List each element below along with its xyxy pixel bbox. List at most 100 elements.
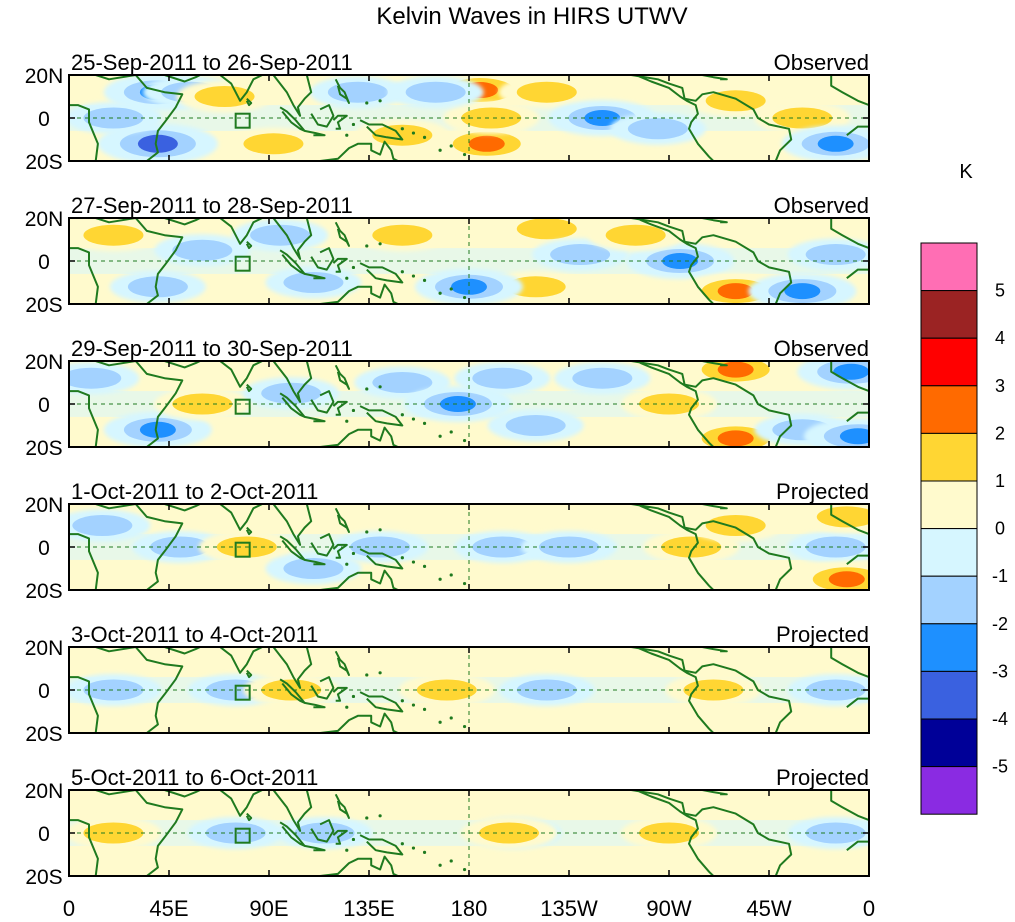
anomaly-contour [461,107,522,129]
anomaly-contour [83,679,144,701]
colorbar-level-label: -2 [992,614,1008,634]
anomaly-core [717,283,754,300]
colorbar-unit: K [959,161,973,183]
panel-1: 20N 0 20S 25-Sep-2011 to 26-Sep-2011 Observe… [25,50,870,174]
anomaly-contour [250,224,311,246]
anomaly-contour [516,679,577,701]
panel-date-range: 27-Sep-2011 to 28-Sep-2011 [71,193,353,218]
coastlines [69,790,869,876]
panel-label: Projected [776,765,869,790]
lat-tick-label: 20S [25,723,62,746]
lat-tick-label: 0 [38,823,50,846]
anomaly-contour [550,244,611,266]
anomaly-contour [83,224,144,246]
panel-label: Projected [776,622,869,647]
anomaly-contour [505,276,566,298]
anomaly-contour [172,239,233,261]
anomaly-contour [327,81,388,103]
anomaly-core [717,430,754,447]
lon-tick-label: 0 [863,896,875,921]
panel-date-range: 3-Oct-2011 to 4-Oct-2011 [71,622,318,647]
lat-tick-label: 0 [38,537,50,560]
anomaly-contour [705,515,766,536]
colorbar-level-label: 1 [995,471,1005,491]
anomaly-core [828,571,865,588]
lat-tick-label: 20S [25,294,62,317]
anomaly-contour [705,90,766,112]
colorbar-level-label: 2 [995,423,1005,443]
region-box [234,541,251,558]
lat-tick-label: 20N [25,637,64,660]
anomaly-contour [516,218,577,240]
panel-4: 20N 0 20S 1-Oct-2011 to 2-Oct-2011 Projected [25,479,870,603]
lat-tick-label: 0 [38,251,50,274]
anomaly-contour [372,124,433,146]
lat-tick-label: 0 [38,680,50,703]
anomaly-contour [805,679,866,701]
coastlines [69,361,869,447]
anomaly-contour [605,224,666,246]
anomaly-contour [261,382,322,404]
anomaly-contour [283,558,344,579]
anomaly-contour [805,536,866,558]
panel-label: Projected [776,479,869,504]
lat-tick-label: 20S [25,580,62,603]
anomaly-core [817,135,854,152]
region-box [234,684,251,701]
lat-tick-label: 20N [25,494,64,517]
anomaly-core [833,363,869,380]
anomaly-contour [472,367,533,389]
colorbar-swatch [920,432,978,482]
lat-tick-label: 0 [38,394,50,417]
panels: 20N 0 20S 25-Sep-2011 to 26-Sep-2011 Observe… [25,50,870,889]
coastlines [69,218,869,304]
anomaly-contour [572,367,633,389]
lon-tick-label: 45W [746,896,791,921]
lat-tick-label: 20N [25,780,64,803]
colorbar-swatch [920,242,978,292]
colorbar-level-label: 3 [995,376,1005,396]
panel-label: Observed [774,193,869,218]
lon-tick-label: 45E [149,896,188,921]
region-box [234,398,251,415]
anomaly-contour [805,244,866,266]
anomaly-core [451,278,487,295]
lon-tick-label: 135E [343,896,394,921]
anomaly-core [584,110,621,126]
coastlines [69,75,869,161]
lon-tick-label: 90E [249,896,288,921]
lat-tick-label: 20S [25,866,62,889]
anomaly-contour [661,536,722,558]
region-box [234,112,251,129]
panel-date-range: 5-Oct-2011 to 6-Oct-2011 [71,765,318,790]
panel-2: 20N 0 20S 27-Sep-2011 to 28-Sep-2011 Observe… [25,193,870,317]
panel-5: 20N 0 20S 3-Oct-2011 to 4-Oct-2011 Projected [25,622,870,746]
colorbar-swatch [920,766,978,815]
anomaly-core [137,134,178,153]
anomaly-contour [69,367,122,389]
colorbar-swatch [920,337,978,387]
anomaly-contour [805,822,866,844]
panel-6: 20N 0 20S 5-Oct-2011 to 6-Oct-2011 Projected [25,765,870,889]
colorbar-level-label: -4 [992,709,1008,729]
lon-tick-label: 0 [63,896,75,921]
colorbar-level-label: 0 [995,519,1005,539]
anomaly-contour [194,86,255,107]
colorbar-level-label: 4 [995,328,1005,348]
region-box [234,255,251,272]
anomaly-contour [405,81,466,103]
anomaly-contour [516,81,577,103]
colorbar-swatch [920,623,978,672]
lat-tick-label: 20S [25,151,62,174]
colorbar-swatch [920,385,978,434]
lat-tick-label: 0 [38,108,50,131]
panel-label: Observed [774,336,869,361]
coastlines [69,647,869,733]
anomaly-core [139,421,176,438]
lon-tick-label: 180 [451,896,488,921]
panel-date-range: 25-Sep-2011 to 26-Sep-2011 [71,50,353,75]
colorbar-level-label: -3 [992,661,1008,681]
anomaly-contour [72,515,133,536]
anomaly-contour [83,822,144,844]
